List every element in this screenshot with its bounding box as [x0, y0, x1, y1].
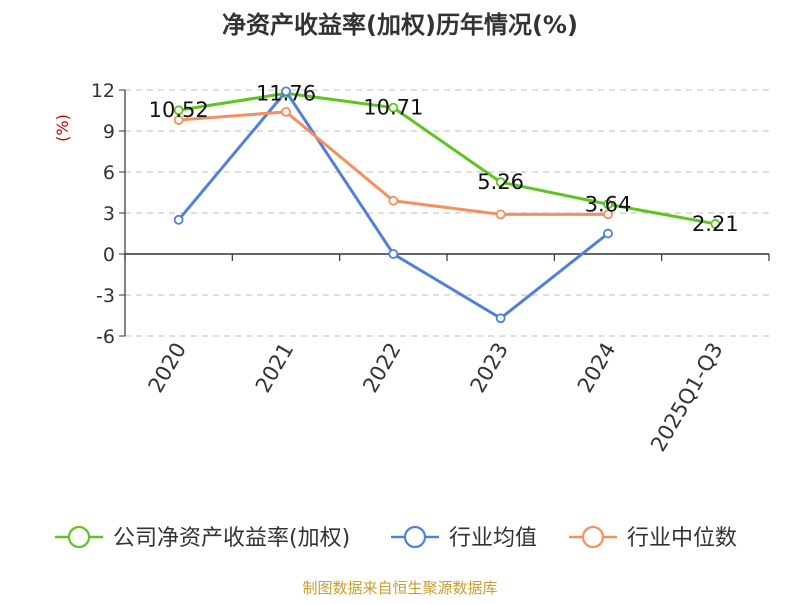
series-0-point-5 [710, 218, 721, 229]
x-tick-label-0: 2020 [143, 339, 191, 397]
series-1-point-4 [603, 228, 613, 239]
legend-label-2: 行业中位数 [627, 526, 737, 551]
legend-marker-2 [581, 525, 605, 549]
grid-lines [125, 89, 769, 337]
data-label-3: 5.26 [477, 170, 524, 194]
series-2-point-2 [388, 195, 399, 206]
series-0-point-3 [495, 177, 506, 188]
legend-label-1: 行业均值 [449, 526, 537, 551]
x-tick-label-1: 2021 [251, 339, 299, 397]
series-1-point-3 [495, 313, 506, 324]
legend-marker-1 [403, 525, 427, 549]
series-lines [173, 86, 721, 324]
x-tick-label-2: 2022 [358, 339, 406, 397]
y-tick-label-0: -6 [96, 326, 115, 348]
legend-marker-0 [67, 525, 91, 549]
source-note: 制图数据来自恒生聚源数据库 [302, 579, 497, 597]
chart-title: 净资产收益率(加权)历年情况(%) [222, 11, 578, 39]
legend-label-0: 公司净资产收益率(加权) [113, 526, 350, 551]
x-tick-label-5: 2025Q1-Q3 [646, 339, 728, 456]
data-label-1: 11.76 [256, 81, 316, 105]
x-tick-label-3: 2023 [465, 339, 513, 397]
y-tick-label-3: 3 [103, 203, 115, 225]
y-axis-label: (%) [53, 114, 72, 142]
series-0-point-0 [173, 105, 184, 116]
data-label-4: 3.64 [585, 192, 632, 216]
axes: -6 -3 0 3 6 9 12 2020 2021 2022 2023 2024 2025Q1-Q3 [91, 80, 770, 456]
series-2-point-1 [281, 106, 291, 117]
data-label-0: 10.52 [149, 98, 209, 122]
series-line-0 [178, 91, 716, 226]
data-labels: 10.52 11.76 10.71 5.26 3.64 2.21 [149, 81, 739, 236]
y-tick-label-5: 9 [103, 121, 115, 143]
y-tick-label-6: 12 [91, 80, 115, 102]
series-0-point-2 [388, 102, 399, 113]
series-0-point-4 [603, 199, 613, 210]
y-tick-label-4: 6 [103, 162, 115, 184]
legend: 公司净资产收益率(加权) 行业均值 行业中位数 [55, 525, 737, 551]
x-tick-label-4: 2024 [573, 339, 621, 397]
series-1-point-2 [388, 249, 399, 259]
series-2-point-4 [603, 209, 613, 220]
y-tick-label-2: 0 [103, 244, 115, 266]
series-2-point-0 [173, 115, 184, 125]
series-1-point-0 [173, 214, 184, 225]
series-2-point-3 [495, 209, 506, 220]
data-label-5: 2.21 [692, 212, 739, 236]
series-1-point-1 [281, 86, 291, 97]
data-label-2: 10.71 [363, 96, 423, 120]
y-tick-label-1: -3 [96, 285, 115, 307]
